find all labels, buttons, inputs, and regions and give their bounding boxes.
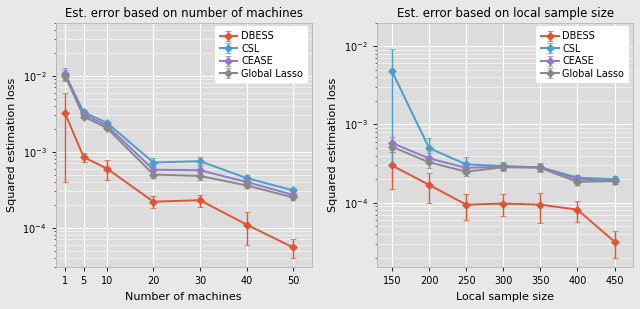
Legend: DBESS, CSL, CEASE, Global Lasso: DBESS, CSL, CEASE, Global Lasso [536, 26, 629, 83]
Legend: DBESS, CSL, CEASE, Global Lasso: DBESS, CSL, CEASE, Global Lasso [215, 26, 308, 83]
Y-axis label: Squared estimation loss: Squared estimation loss [328, 78, 339, 212]
Title: Est. error based on local sample size: Est. error based on local sample size [397, 7, 614, 20]
X-axis label: Number of machines: Number of machines [125, 292, 242, 302]
Title: Est. error based on number of machines: Est. error based on number of machines [65, 7, 303, 20]
X-axis label: Local sample size: Local sample size [456, 292, 554, 302]
Y-axis label: Squared estimation loss: Squared estimation loss [7, 78, 17, 212]
